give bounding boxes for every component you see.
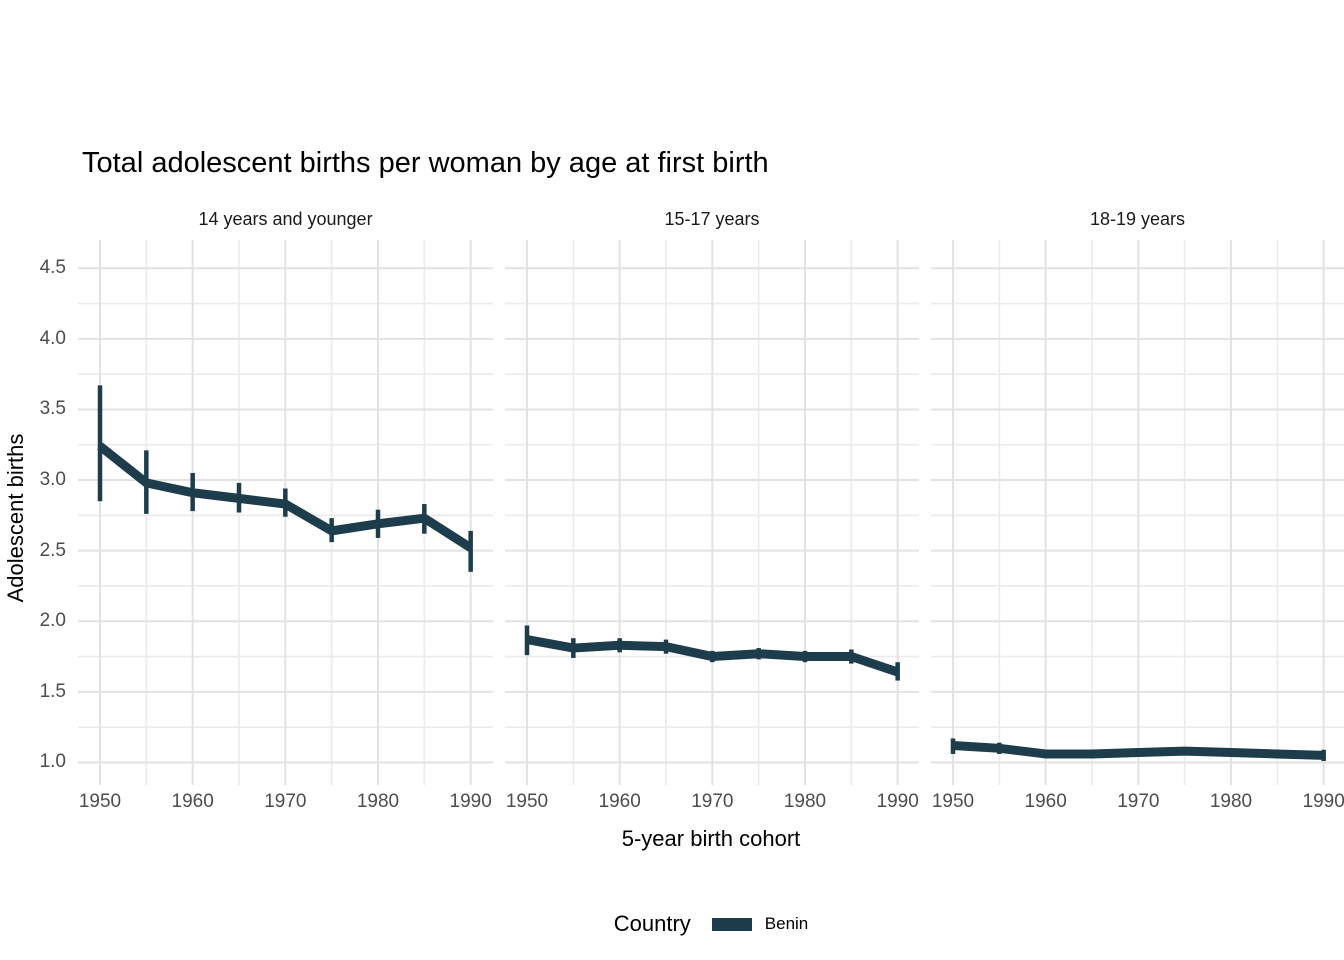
x-tick-label: 1970 [691,791,734,812]
y-tick-label: 1.5 [39,680,66,702]
x-tick-label: 1970 [1117,791,1160,812]
y-tick-label: 1.0 [39,751,66,773]
x-tick-label: 1950 [505,791,549,812]
x-tick-label: 1990 [1302,791,1344,812]
x-axis-title: 5-year birth cohort [621,826,801,851]
facet-panel [78,240,493,785]
legend: Country Benin [78,906,1344,942]
x-tick-label: 1960 [598,791,641,812]
x-tick-label: 1970 [264,791,307,812]
y-axis-title: Adolescent births [3,433,28,603]
legend-entry-label: Benin [764,914,809,933]
series-line [526,635,900,677]
x-tick-label: 1960 [171,791,214,812]
y-tick-label: 2.0 [39,610,66,632]
facet-panel [931,240,1344,785]
legend-title: Country [613,911,691,936]
legend-line-swatch [711,917,752,931]
x-tick-label: 1950 [931,791,975,812]
facet-strip-label: 18-19 years [1089,209,1186,229]
x-tick-label: 1990 [876,791,919,812]
facet-panel [505,240,919,785]
y-tick-label: 3.5 [39,398,66,420]
x-tick-label: 1980 [356,791,400,812]
y-tick-label: 3.0 [39,469,66,491]
facet-strip-label: 15-17 years [664,209,760,229]
x-tick-label: 1980 [783,791,827,812]
facet-strip-label: 14 years and younger [198,209,373,229]
y-tick-label: 4.5 [39,257,66,279]
series-line [952,741,1324,760]
y-tick-label: 2.5 [39,539,66,561]
x-tick-label: 1950 [78,791,122,812]
x-tick-label: 1990 [449,791,492,812]
y-tick-label: 4.0 [39,327,66,349]
x-tick-label: 1980 [1209,791,1253,812]
x-tick-label: 1960 [1024,791,1067,812]
plot-title: Total adolescent births per woman by age… [82,147,769,179]
series-line [97,442,474,552]
